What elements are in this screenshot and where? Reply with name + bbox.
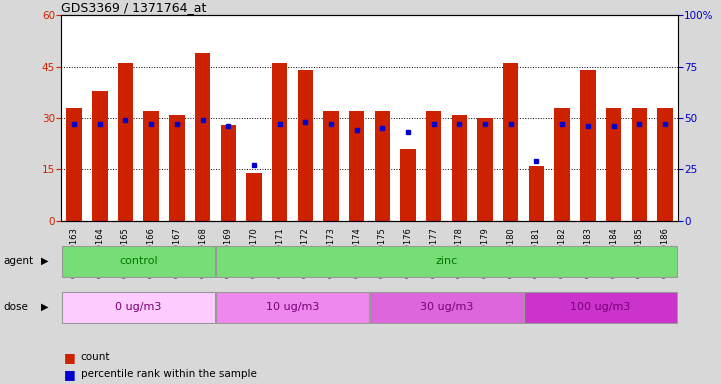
Text: ■: ■ [63,351,75,364]
Bar [216,246,677,276]
Text: agent: agent [4,256,34,266]
Bar [477,118,493,221]
Bar [62,292,215,323]
Bar [118,63,133,221]
Bar [195,53,211,221]
Bar [580,70,596,221]
Text: 10 ug/m3: 10 ug/m3 [266,302,319,312]
Text: ▶: ▶ [41,302,48,312]
Text: ■: ■ [63,368,75,381]
Text: count: count [81,352,110,362]
Text: 100 ug/m3: 100 ug/m3 [570,302,631,312]
Bar [169,115,185,221]
Bar [371,292,523,323]
Bar [349,111,364,221]
Bar [272,63,288,221]
Bar [524,292,677,323]
Bar [451,115,467,221]
Text: dose: dose [4,302,29,312]
Bar [62,246,215,276]
Bar [298,70,313,221]
Bar [92,91,107,221]
Bar [400,149,416,221]
Bar [658,108,673,221]
Bar [221,125,236,221]
Text: control: control [119,256,158,266]
Bar [632,108,647,221]
Text: zinc: zinc [435,256,458,266]
Bar [606,108,622,221]
Text: GDS3369 / 1371764_at: GDS3369 / 1371764_at [61,1,207,14]
Bar [375,111,390,221]
Bar [426,111,441,221]
Bar [143,111,159,221]
Bar [528,166,544,221]
Bar [66,108,82,221]
Bar [323,111,339,221]
Text: 0 ug/m3: 0 ug/m3 [115,302,162,312]
Bar [554,108,570,221]
Bar [216,292,368,323]
Bar [247,173,262,221]
Text: 30 ug/m3: 30 ug/m3 [420,302,473,312]
Bar [503,63,518,221]
Text: ▶: ▶ [41,256,48,266]
Text: percentile rank within the sample: percentile rank within the sample [81,369,257,379]
